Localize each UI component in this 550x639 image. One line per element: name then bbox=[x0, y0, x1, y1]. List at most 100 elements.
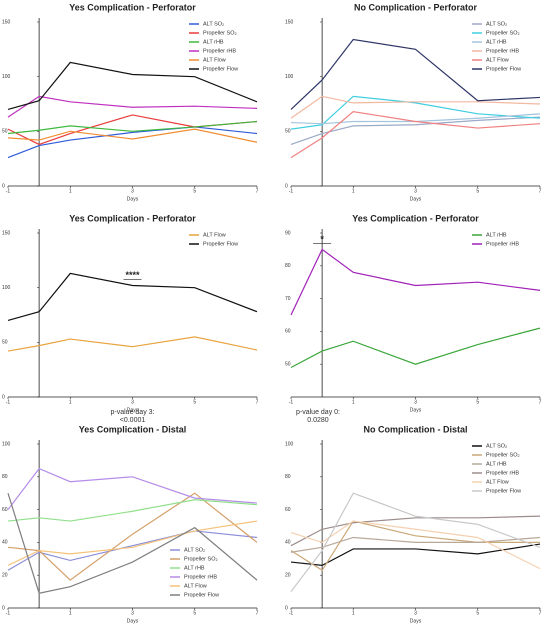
significance-marker: **** bbox=[125, 270, 140, 280]
series-line bbox=[7, 272, 258, 322]
y-tick-label: 100 bbox=[285, 441, 294, 447]
legend-label: Propeller rHB bbox=[203, 48, 236, 54]
x-tick-label: -1 bbox=[289, 188, 294, 194]
series-line bbox=[7, 120, 258, 135]
y-tick-label: 60 bbox=[285, 507, 291, 513]
panel: Yes Complication - Distal p-value day 3:<… bbox=[2, 409, 259, 624]
series-line bbox=[7, 336, 258, 352]
legend-label: ALT rHB bbox=[203, 39, 224, 45]
legend-label: Propeller Flow bbox=[203, 241, 238, 247]
panel: Yes Complication - Perforator 50 60 70 80 90 -… bbox=[285, 213, 542, 413]
x-tick-label: 7 bbox=[539, 610, 542, 616]
legend-label: ALT SO₂ bbox=[486, 443, 507, 449]
series-line bbox=[290, 113, 541, 125]
series-line bbox=[7, 95, 258, 118]
x-tick-label: 1 bbox=[69, 610, 72, 616]
legend-label: ALT rHB bbox=[486, 232, 507, 238]
series-line bbox=[7, 493, 258, 594]
x-tick-label: 7 bbox=[256, 610, 259, 616]
legend-label: Propeller rHB bbox=[486, 470, 519, 476]
panel: No Complication - Distal p-value day 0:0.… bbox=[285, 409, 542, 624]
y-tick-label: 70 bbox=[285, 296, 291, 302]
panel-title: Yes Complication - Distal bbox=[79, 424, 187, 434]
series-line bbox=[7, 499, 258, 522]
x-axis-label: Days bbox=[410, 407, 422, 413]
x-tick-label: 3 bbox=[131, 610, 134, 616]
panel: Yes Complication - Perforator 0 50 100 150 -1… bbox=[2, 213, 259, 413]
x-axis-label: Days bbox=[127, 407, 139, 413]
series-line bbox=[290, 520, 541, 570]
series-line bbox=[290, 543, 541, 566]
legend-label: Propeller SO₂ bbox=[203, 30, 237, 36]
legend-label: ALT SO₂ bbox=[203, 21, 224, 27]
x-tick-label: 7 bbox=[256, 399, 259, 405]
p-value-note: 0.0280 bbox=[307, 417, 329, 424]
x-tick-label: 1 bbox=[352, 610, 355, 616]
y-tick-label: 100 bbox=[2, 285, 11, 291]
x-tick-label: 1 bbox=[352, 188, 355, 194]
legend-label: Propeller rHB bbox=[184, 574, 217, 580]
panel: Yes Complication - Perforator 0 50 100 150 -1… bbox=[2, 2, 259, 202]
panel-title: No Complication - Distal bbox=[363, 424, 467, 434]
y-tick-label: 40 bbox=[285, 540, 291, 546]
legend-label: ALT Flow bbox=[203, 232, 226, 238]
x-tick-label: 5 bbox=[193, 188, 196, 194]
legend-label: Propeller Flow bbox=[486, 66, 521, 72]
p-value-note: <0.0001 bbox=[120, 417, 146, 424]
y-tick-label: 40 bbox=[2, 540, 8, 546]
panel: No Complication - Perforator 0 50 100 150 -1 1… bbox=[285, 2, 542, 202]
y-tick-label: 150 bbox=[285, 19, 294, 25]
y-tick-label: 150 bbox=[2, 230, 11, 236]
series-line bbox=[290, 327, 541, 369]
y-tick-label: 60 bbox=[285, 329, 291, 335]
x-tick-label: -1 bbox=[6, 399, 11, 405]
y-tick-label: 60 bbox=[2, 507, 8, 513]
series-line bbox=[290, 38, 541, 110]
legend-label: ALT Flow bbox=[203, 57, 226, 63]
series-line bbox=[7, 467, 258, 510]
legend-label: Propeller SO₂ bbox=[486, 30, 520, 36]
x-tick-label: -1 bbox=[6, 188, 11, 194]
x-tick-label: 5 bbox=[476, 399, 479, 405]
series-line bbox=[290, 116, 541, 146]
series-line bbox=[7, 520, 258, 566]
series-line bbox=[7, 61, 258, 111]
panel-title: No Complication - Perforator bbox=[354, 2, 478, 12]
significance-marker: * bbox=[320, 234, 324, 244]
legend-label: ALT Flow bbox=[486, 479, 509, 485]
legend-label: Propeller SO₂ bbox=[486, 452, 520, 458]
x-tick-label: 5 bbox=[476, 188, 479, 194]
legend-label: ALT SO₂ bbox=[486, 21, 507, 27]
y-tick-label: 0 bbox=[2, 183, 5, 189]
y-tick-label: 0 bbox=[2, 605, 5, 611]
x-tick-label: 3 bbox=[414, 188, 417, 194]
x-tick-label: 1 bbox=[69, 188, 72, 194]
x-tick-label: 7 bbox=[539, 188, 542, 194]
y-tick-label: 50 bbox=[2, 340, 8, 346]
y-tick-label: 100 bbox=[285, 74, 294, 80]
series-line bbox=[7, 530, 258, 571]
x-axis-label: Days bbox=[127, 618, 139, 624]
legend-label: Propeller Flow bbox=[184, 592, 219, 598]
series-line bbox=[290, 111, 541, 159]
legend-label: ALT rHB bbox=[184, 565, 205, 571]
legend-label: ALT SO₂ bbox=[184, 547, 205, 553]
x-tick-label: 3 bbox=[131, 399, 134, 405]
x-tick-label: 3 bbox=[414, 399, 417, 405]
x-tick-label: 7 bbox=[256, 188, 259, 194]
y-tick-label: 150 bbox=[2, 19, 11, 25]
legend-label: ALT rHB bbox=[486, 461, 507, 467]
legend-label: ALT Flow bbox=[184, 583, 207, 589]
y-tick-label: 100 bbox=[2, 74, 11, 80]
y-tick-label: 80 bbox=[285, 474, 291, 480]
y-tick-label: 0 bbox=[285, 183, 288, 189]
x-tick-label: 5 bbox=[193, 399, 196, 405]
series-line bbox=[7, 492, 258, 581]
x-tick-label: 5 bbox=[193, 610, 196, 616]
y-tick-label: 50 bbox=[2, 129, 8, 135]
series-line bbox=[290, 536, 541, 553]
series-line bbox=[7, 128, 258, 143]
panel-title: Yes Complication - Perforator bbox=[69, 213, 196, 223]
x-tick-label: 1 bbox=[69, 399, 72, 405]
